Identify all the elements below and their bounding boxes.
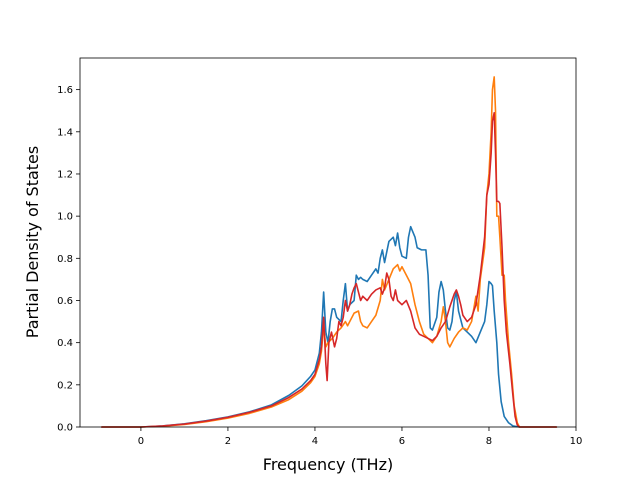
y-tick-label: 0.8	[57, 254, 73, 265]
y-tick-label: 0.2	[57, 380, 73, 391]
x-tick-label: 0	[138, 436, 144, 447]
y-tick-label: 0.6	[57, 296, 73, 307]
y-axis-label: Partial Density of States	[23, 146, 42, 338]
series-layer	[100, 76, 558, 428]
axes-frame	[79, 57, 577, 428]
y-tick-label: 0.4	[57, 338, 73, 349]
y-tick-label: 1.2	[57, 169, 73, 180]
y-tick-label: 1.0	[57, 212, 73, 223]
x-tick-label: 4	[312, 436, 318, 447]
x-tick-label: 6	[399, 436, 405, 447]
x-axis-label: Frequency (THz)	[263, 455, 393, 474]
x-tick-label: 2	[225, 436, 231, 447]
y-axis: 0.0 0.2 0.4 0.6 0.8 1.0 1.2 1.4 1.6	[57, 85, 80, 434]
x-axis: 0 2 4 6 8 10	[138, 427, 583, 447]
x-tick-label: 10	[570, 436, 583, 447]
series-line-3	[100, 112, 558, 428]
plot-area: 0 2 4 6 8 10 0.0 0.2 0.4 0.6 0.8 1.0 1.2 1.4 1.6	[57, 57, 583, 447]
y-tick-label: 1.4	[57, 127, 73, 138]
x-tick-label: 8	[486, 436, 492, 447]
y-tick-label: 1.6	[57, 85, 73, 96]
series-line-1	[100, 225, 558, 428]
y-tick-label: 0.0	[57, 423, 73, 434]
